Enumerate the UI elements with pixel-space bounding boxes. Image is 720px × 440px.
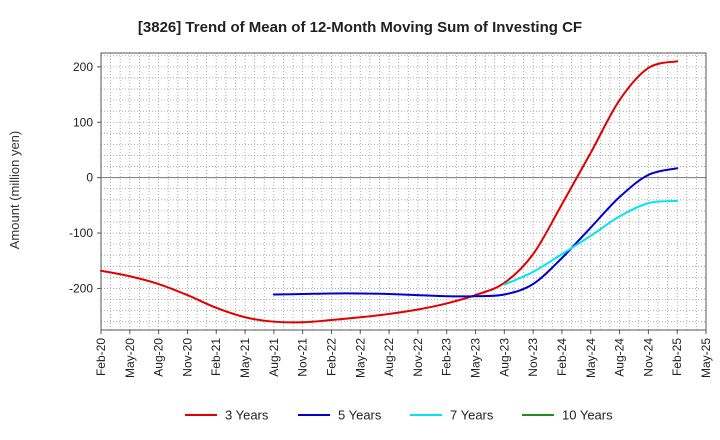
x-tick-label: Nov-23 [526,338,540,377]
x-tick-label: May-24 [584,338,598,378]
x-tick-label: Aug-20 [152,338,166,377]
x-tick-label: Feb-21 [209,338,223,376]
legend-item-10-years: 10 Years [522,408,613,423]
x-tick-label: Nov-21 [296,338,310,377]
series-line-5-years [272,167,679,298]
series-line-7-years [503,199,679,286]
y-tick-label: 200 [73,60,93,74]
x-tick-label: Nov-24 [641,338,655,377]
legend-label: 10 Years [562,408,613,423]
y-tick-label: -100 [69,226,93,240]
x-tick-label: May-22 [353,338,367,378]
chart-title: [3826] Trend of Mean of 12-Month Moving … [138,19,582,36]
legend-label: 7 Years [450,408,494,423]
x-tick-label: Feb-22 [324,338,338,376]
y-tick-label: 100 [73,115,93,129]
x-tick-label: Feb-24 [555,338,569,376]
x-tick-label: Nov-22 [411,338,425,377]
legend-item-3-years: 3 Years [185,408,269,423]
x-tick-label: Aug-21 [267,338,281,377]
x-tick-label: Aug-22 [382,338,396,377]
y-tick-label: -200 [69,281,93,295]
series-line-3-years [100,60,679,324]
legend-label: 5 Years [338,408,382,423]
x-tick-label: Feb-20 [94,338,108,376]
x-tick-label: Feb-23 [440,338,454,376]
plot-background [101,53,706,330]
legend: 3 Years 5 Years 7 Years 10 Years [185,408,613,423]
x-tick-label: May-25 [699,338,713,378]
plot-area: 200 100 0 -100 -200 Feb-20 May-20 Aug-20 Nov-20 F… [69,52,713,378]
x-tick-label: May-21 [238,338,252,378]
legend-label: 3 Years [225,408,269,423]
x-tick-label: Feb-25 [670,338,684,376]
y-axis-label: Amount (million yen) [7,131,22,250]
x-tick-label: Nov-20 [180,338,194,377]
y-tick-label: 0 [86,171,93,185]
x-tick-label: May-20 [123,338,137,378]
legend-item-7-years: 7 Years [410,408,494,423]
x-tick-label: Aug-24 [613,338,627,377]
x-tick-label: May-23 [469,338,483,378]
legend-item-5-years: 5 Years [298,408,382,423]
x-tick-label: Aug-23 [497,338,511,377]
plot-frame [100,52,707,331]
